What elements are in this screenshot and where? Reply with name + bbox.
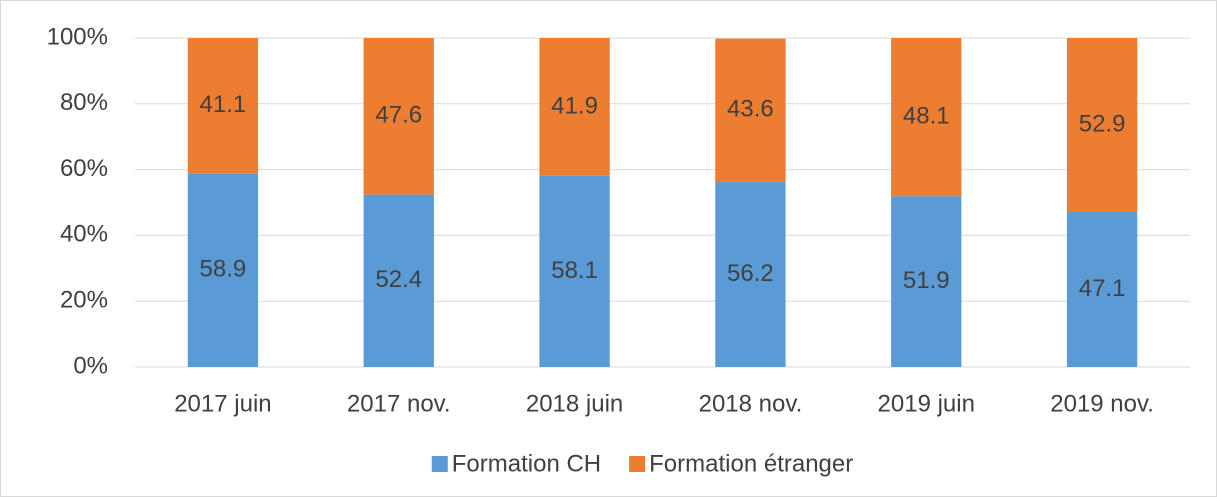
bar	[539, 175, 610, 367]
data-label: 47.6	[375, 102, 422, 129]
y-tick-label: 80%	[60, 89, 108, 116]
x-tick-label: 2017 juin	[174, 390, 271, 417]
bar	[715, 182, 786, 367]
data-label: 58.1	[551, 257, 598, 284]
data-label: 41.1	[200, 91, 247, 118]
data-label: 52.4	[375, 266, 422, 293]
legend-label: Formation CH	[452, 450, 601, 477]
data-label: 43.6	[727, 96, 774, 123]
data-label: 48.1	[903, 102, 950, 129]
bar	[1066, 38, 1138, 213]
bar	[363, 194, 434, 367]
legend-label: Formation étranger	[649, 450, 853, 477]
bar	[363, 38, 434, 195]
x-tick-label: 2019 nov.	[1050, 390, 1154, 417]
data-label: 47.1	[1079, 275, 1126, 302]
x-tick-label: 2017 nov.	[347, 390, 451, 417]
bar	[187, 38, 259, 174]
y-tick-label: 60%	[60, 155, 108, 182]
data-label: 56.2	[727, 260, 774, 287]
legend-swatch	[629, 456, 646, 472]
x-tick-label: 2019 juin	[878, 390, 975, 417]
x-tick-label: 2018 juin	[526, 390, 623, 417]
bar	[891, 38, 962, 197]
x-tick-label: 2018 nov.	[699, 390, 803, 417]
bar	[187, 173, 259, 367]
bar	[539, 38, 610, 176]
bar	[1066, 212, 1138, 367]
data-label: 51.9	[903, 267, 950, 294]
data-label: 52.9	[1079, 110, 1126, 137]
bar	[715, 38, 786, 183]
y-tick-label: 0%	[73, 352, 108, 379]
y-tick-label: 40%	[60, 221, 108, 248]
bar	[891, 196, 962, 367]
y-tick-label: 20%	[60, 287, 108, 314]
legend: Formation CH Formation étranger	[431, 450, 853, 477]
data-label: 58.9	[200, 255, 247, 282]
data-label: 41.9	[551, 92, 598, 119]
y-tick-label: 100%	[47, 23, 108, 50]
legend-swatch	[431, 456, 448, 472]
